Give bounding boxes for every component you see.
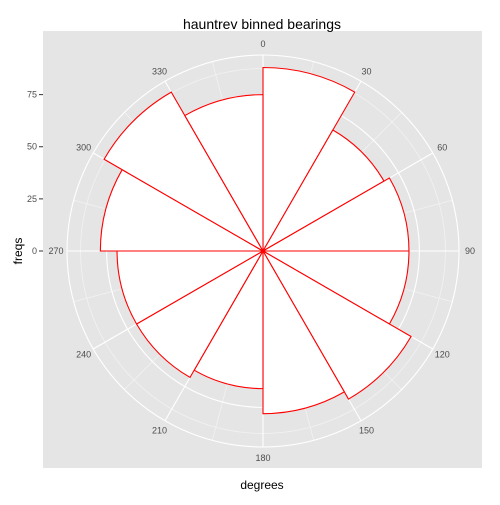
angle-tick-label: 300 [76, 143, 91, 153]
angle-tick-label: 30 [361, 67, 371, 77]
bar-wedge [103, 91, 265, 253]
x-axis-title: degrees [240, 478, 283, 492]
angle-tick-labels: 0 30 60 90 120 150 180 210 240 270 300 330 [48, 39, 475, 463]
angle-tick-label: 210 [152, 425, 167, 435]
radial-tick-label: 0 [32, 246, 37, 256]
angle-tick-label: 150 [359, 425, 374, 435]
angle-tick-label: 330 [152, 67, 167, 77]
radial-tick-label: 50 [27, 142, 37, 152]
angle-tick-label: 0 [260, 39, 265, 49]
bar-wedge [261, 249, 412, 400]
y-axis-title: freqs [11, 238, 25, 265]
angle-tick-label: 90 [465, 246, 475, 256]
chart-title: hauntrev binned bearings [183, 16, 341, 32]
bar-wedge [184, 94, 264, 254]
angle-tick-label: 120 [435, 350, 450, 360]
outer-ring [66, 54, 460, 448]
angle-tick-label: 270 [48, 246, 63, 256]
bar-wedge [99, 168, 266, 252]
bar-wedge [262, 66, 356, 254]
radial-tick-label: 25 [27, 194, 37, 204]
radial-tick-label: 75 [27, 90, 37, 100]
bar-wedge [262, 248, 346, 415]
angle-tick-label: 240 [76, 350, 91, 360]
bars-layer [99, 66, 412, 415]
radial-tick-labels: 0 25 50 75 [27, 90, 43, 256]
angle-tick-label: 180 [255, 453, 270, 463]
angle-tick-label: 60 [437, 143, 447, 153]
